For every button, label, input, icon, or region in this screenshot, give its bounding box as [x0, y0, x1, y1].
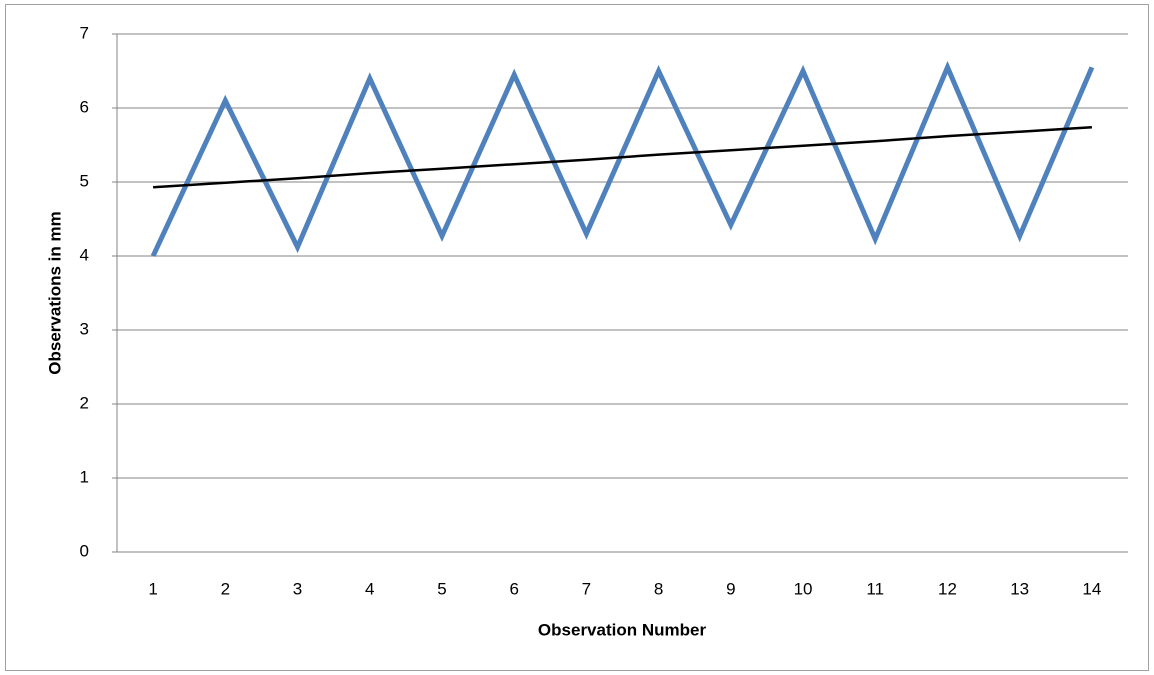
x-tick-label: 2: [221, 579, 230, 598]
x-tick-label: 9: [726, 579, 735, 598]
chart-border: [5, 4, 1149, 671]
x-tick-label: 10: [794, 579, 813, 598]
x-tick-label: 3: [293, 579, 302, 598]
y-tick-label: 2: [80, 393, 89, 412]
y-tick-label: 0: [80, 541, 89, 560]
x-tick-label: 1: [148, 579, 157, 598]
x-tick-label: 11: [866, 579, 884, 598]
y-tick-label: 1: [80, 467, 89, 486]
x-tick-label: 12: [938, 579, 957, 598]
x-tick-label: 8: [654, 579, 663, 598]
x-axis-title: Observation Number: [538, 620, 707, 639]
y-tick-label: 6: [80, 97, 89, 116]
y-tick-label: 4: [80, 245, 89, 264]
x-tick-label: 4: [365, 579, 374, 598]
y-tick-label: 3: [80, 319, 89, 338]
data-line: [150, 60, 1095, 258]
y-tick-label: 5: [80, 171, 89, 190]
x-tick-label: 5: [437, 579, 446, 598]
y-axis-title: Observations in mm: [45, 211, 64, 374]
y-tick-label: 7: [80, 23, 89, 42]
x-tick-label: 6: [509, 579, 518, 598]
x-tick-label: 14: [1082, 579, 1101, 598]
trend-line: [153, 125, 1092, 189]
x-tick-label: 13: [1010, 579, 1029, 598]
x-tick-label: 7: [582, 579, 591, 598]
